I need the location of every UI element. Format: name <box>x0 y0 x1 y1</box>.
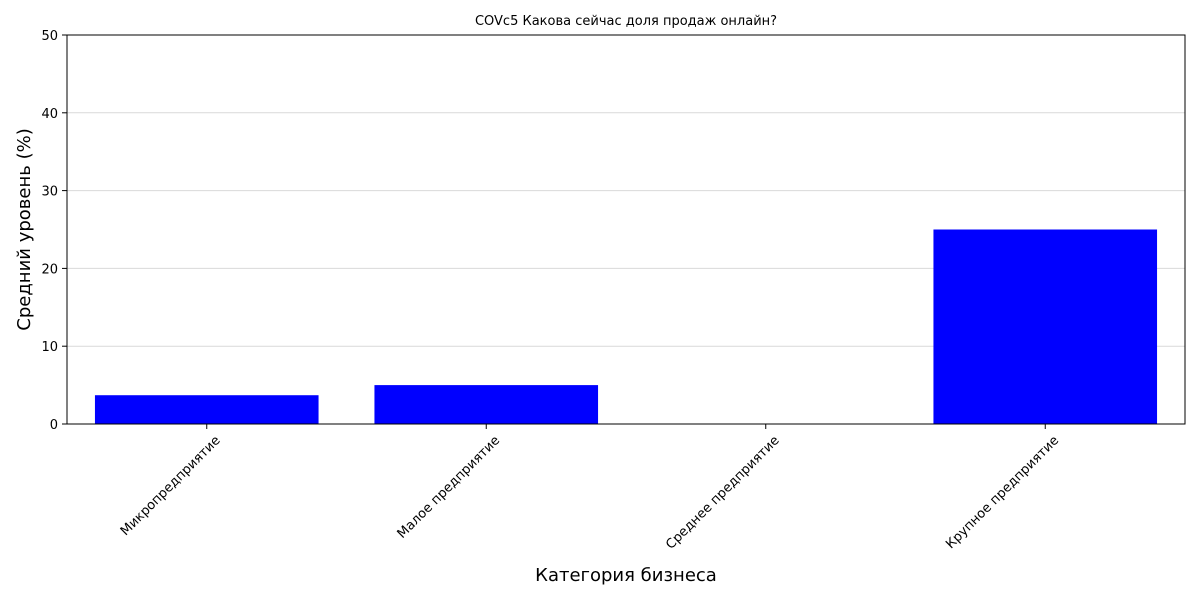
y-tick-label: 20 <box>41 262 58 277</box>
y-axis-label: Средний уровень (%) <box>14 128 35 330</box>
y-tick-label: 30 <box>41 185 58 200</box>
bar <box>94 395 319 424</box>
x-tick-label: Крупное предприятие <box>943 433 1062 552</box>
bar <box>933 229 1158 424</box>
plot-frame <box>66 34 1186 425</box>
x-axis-ticks: Микропредприятие Малое предприятие Среднее… <box>118 424 1062 553</box>
y-tick-label: 10 <box>41 340 58 355</box>
bars <box>94 229 1158 424</box>
x-tick-label: Микропредприятие <box>118 433 224 539</box>
x-axis-label: Категория бизнеса <box>535 565 717 586</box>
chart-title: COVc5 Какова сейчас доля продаж онлайн? <box>475 14 777 29</box>
y-tick-label: 50 <box>41 29 58 44</box>
x-tick-label: Среднее предприятие <box>663 433 782 552</box>
y-tick-label: 0 <box>50 418 58 433</box>
x-tick-label: Малое предприятие <box>395 433 503 541</box>
y-axis-ticks: 0 10 20 30 40 50 <box>41 29 67 433</box>
bar <box>374 385 599 424</box>
y-tick-label: 40 <box>41 107 58 122</box>
